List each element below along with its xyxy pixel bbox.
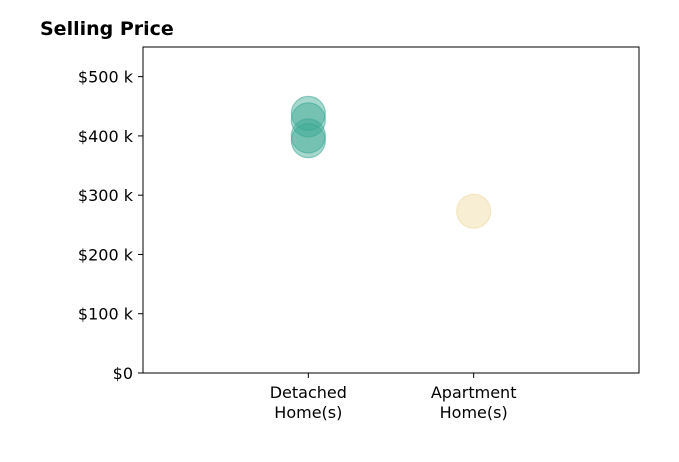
y-tick-label: $500 k	[78, 68, 134, 87]
x-tick-label: Apartment Home(s)	[431, 383, 517, 422]
y-tick-label: $0	[113, 364, 133, 383]
y-tick-label: $300 k	[78, 186, 134, 205]
y-tick-label: $400 k	[78, 127, 134, 146]
y-axis: $0 $100 k $200 k $300 k $400 k $500 k	[78, 68, 143, 383]
data-point	[290, 123, 326, 159]
data-point	[456, 193, 492, 229]
plot-area-frame	[142, 46, 640, 374]
chart-title: Selling Price	[40, 18, 174, 40]
y-tick-label: $100 k	[78, 305, 134, 324]
data-points	[290, 95, 492, 229]
x-axis: Detached Home(s) Apartment Home(s)	[270, 373, 517, 422]
y-tick-label: $200 k	[78, 245, 134, 264]
data-point	[290, 118, 326, 154]
x-tick-label: Detached Home(s)	[270, 383, 347, 422]
data-point	[290, 102, 326, 138]
